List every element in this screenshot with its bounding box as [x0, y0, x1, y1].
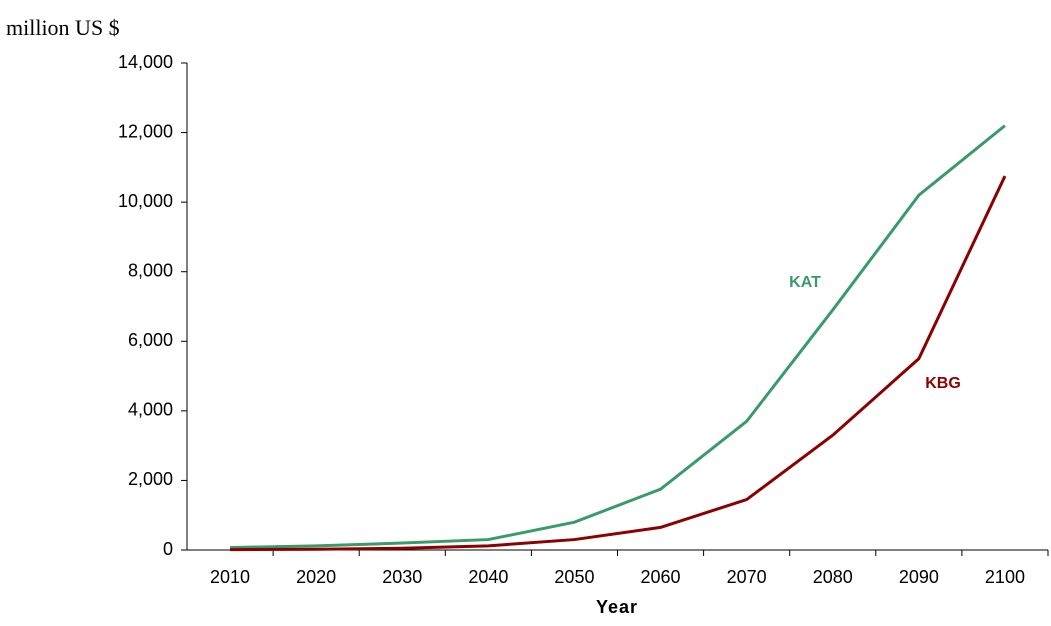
series-label: KBG: [925, 375, 961, 392]
chart-title: million US $: [6, 15, 120, 40]
x-tick-label: 2030: [382, 567, 422, 587]
x-tick-label: 2020: [296, 567, 336, 587]
series-line: [230, 175, 1007, 552]
y-tick-label: 8,000: [128, 260, 173, 280]
x-tick-label: 2100: [985, 567, 1025, 587]
y-tick-label: 12,000: [118, 121, 173, 141]
x-tick-label: 2010: [210, 567, 250, 587]
series-label: KAT: [789, 274, 821, 291]
x-tick-label: 2080: [813, 567, 853, 587]
x-tick-label: 2050: [554, 567, 594, 587]
y-tick-label: 2,000: [128, 469, 173, 489]
y-tick-label: 4,000: [128, 400, 173, 420]
y-tick-label: 14,000: [118, 52, 173, 72]
x-tick-label: 2070: [727, 567, 767, 587]
x-tick-label: 2090: [899, 567, 939, 587]
x-tick-label: 2060: [641, 567, 681, 587]
y-tick-label: 10,000: [118, 191, 173, 211]
x-axis-label: Year: [596, 597, 638, 617]
y-tick-label: 0: [163, 539, 173, 559]
series-line: [230, 124, 1006, 550]
y-tick-label: 6,000: [128, 330, 173, 350]
x-tick-label: 2040: [468, 567, 508, 587]
